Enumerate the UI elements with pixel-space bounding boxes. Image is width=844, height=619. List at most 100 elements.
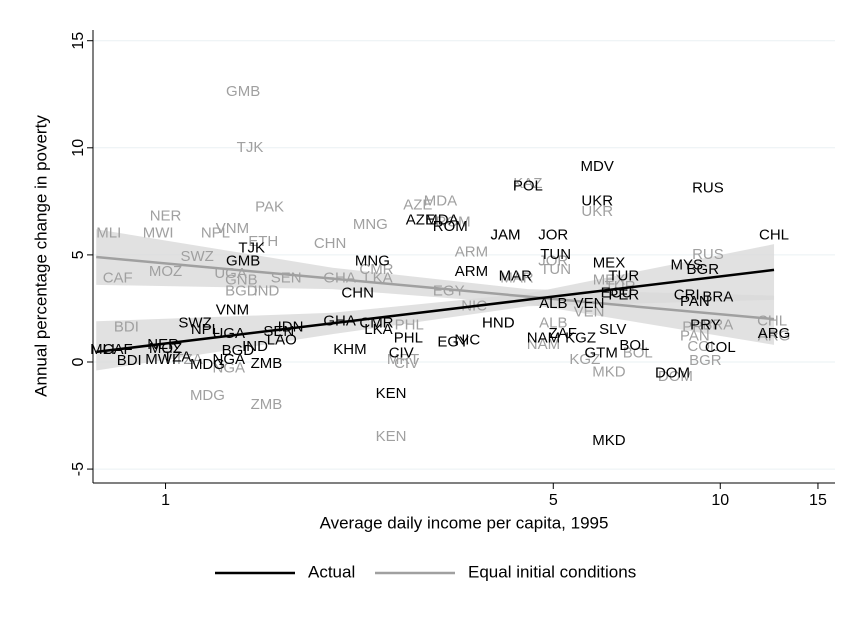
point-label: PHL [394,329,423,346]
point-label: TUN [540,261,571,278]
point-label: RUS [692,246,724,263]
point-label: PRY [690,317,721,334]
point-label: PAN [680,327,710,344]
point-label: CHL [757,312,787,329]
point-label: POL [513,177,543,194]
point-label: CIV [394,355,419,372]
point-label: MEX [593,272,626,289]
point-label: EGY [433,282,465,299]
point-label: ZMB [251,355,283,372]
point-label: MLI [96,224,121,241]
confidence-band [96,244,775,371]
point-label: GMB [226,252,260,269]
y-tick-label: -5 [70,462,87,476]
x-tick-label: 15 [809,492,827,509]
point-label: CHL [759,227,789,244]
point-label: VEN [574,295,605,312]
point-label: TJK [237,139,264,156]
x-axis-title: Average daily income per capita, 1995 [320,513,609,532]
point-label: TUR [605,278,636,295]
point-label: MDA [424,192,457,209]
point-label: TJK [238,239,265,256]
x-tick-label: 10 [711,492,729,509]
legend-label: Actual [308,562,355,581]
point-label: ZMB [251,396,283,413]
point-label: JOR [538,227,568,244]
point-label: COL [687,338,718,355]
point-label: KGZ [565,329,596,346]
point-label: SWZ [180,248,213,265]
point-label: ETH [248,233,278,250]
point-label: MWI [145,351,176,368]
point-label: ALB [539,314,567,331]
y-tick-label: 5 [70,250,87,259]
point-label: UKR [581,192,613,209]
y-tick-label: 0 [70,357,87,366]
x-tick-label: 1 [161,492,170,509]
point-label: CHN [314,235,347,252]
point-label: PHL [395,317,424,334]
point-label: VNM [216,220,249,237]
point-label: MDV [581,158,614,175]
point-label: SWZ [178,314,211,331]
point-label: MNG [353,216,388,233]
point-label: BGD [225,282,258,299]
point-label: CAF [103,269,133,286]
fit-line [96,268,775,354]
legend-label: Equal initial conditions [468,562,636,581]
point-label: LKA [364,321,392,338]
point-label: TUR [608,267,639,284]
point-label: MAR [499,267,533,284]
point-label: NAM [527,329,560,346]
point-label: SEN [263,323,294,340]
point-label: MDG [190,356,225,373]
point-label: ARM [455,263,488,280]
point-label: MEX [593,254,626,271]
point-label: IND [253,282,279,299]
point-label: CRI [674,287,700,304]
point-label: JAM [490,227,520,244]
point-label: BDI [114,319,139,336]
point-label: HND [482,314,515,331]
point-label: GNB [225,272,258,289]
point-label: NAM [527,336,560,353]
point-label: MDA [425,212,458,229]
x-tick-label: 5 [549,492,558,509]
point-label: MAR [500,269,534,286]
point-label: GTM [585,344,618,361]
point-label: SLV [599,321,626,338]
point-label: BGR [689,352,722,369]
point-label: CMR [359,261,393,278]
point-label: MRT [387,351,419,368]
point-label: MLI [90,341,115,358]
point-label: TZA [174,351,202,368]
point-label: TZA [163,349,191,366]
point-label: JAM [490,227,520,244]
y-axis-title: Annual percentage change in poverty [31,115,50,397]
point-label: ZAF [549,325,577,342]
point-label: NER [150,207,182,224]
point-label: HND [482,314,515,331]
point-label: ROM [433,218,468,235]
point-label: BDI [117,352,142,369]
point-label: KEN [376,428,407,445]
point-label: KHM [333,341,366,358]
point-label: CHN [341,284,374,301]
point-label: COL [705,339,736,356]
point-label: BGD [222,342,255,359]
y-tick-label: 15 [70,32,87,50]
point-label: CIV [389,344,414,361]
point-label: EGY [437,334,469,351]
point-label: ARM [455,244,488,261]
point-label: PAN [680,293,710,310]
point-label: ROM [436,214,471,231]
point-label: KGZ [569,351,600,368]
y-tick-label: 10 [70,139,87,157]
point-label: MWI [143,224,174,241]
point-label: BRA [702,289,733,306]
point-label: KEN [376,385,407,402]
point-label: GHA [323,312,356,329]
point-label: ARG [758,327,791,344]
point-label: LAO [267,332,297,349]
